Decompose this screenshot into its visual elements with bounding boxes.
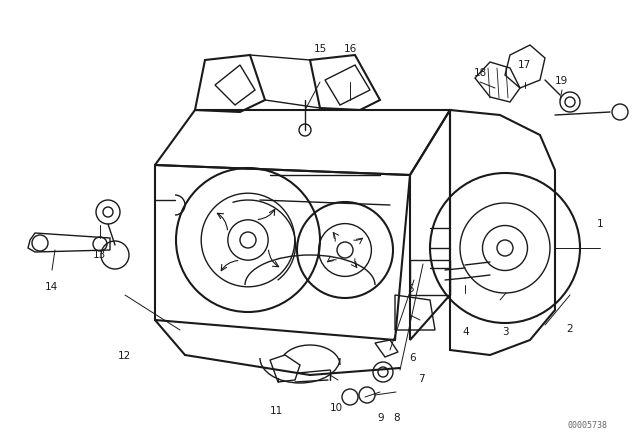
Text: 10: 10 bbox=[330, 403, 342, 413]
Text: 7: 7 bbox=[418, 374, 424, 383]
Text: 15: 15 bbox=[314, 44, 326, 54]
Text: 6: 6 bbox=[410, 353, 416, 363]
Text: 8: 8 bbox=[394, 413, 400, 422]
Text: 11: 11 bbox=[270, 406, 283, 416]
Text: 5: 5 bbox=[408, 284, 414, 294]
Text: 16: 16 bbox=[344, 44, 357, 54]
Text: 3: 3 bbox=[502, 327, 509, 336]
Text: 14: 14 bbox=[45, 282, 58, 292]
Text: 18: 18 bbox=[474, 69, 486, 78]
Text: 9: 9 bbox=[378, 413, 384, 422]
Text: 4: 4 bbox=[462, 327, 468, 336]
Text: 12: 12 bbox=[118, 351, 131, 361]
Text: 13: 13 bbox=[93, 250, 106, 260]
Text: 00005738: 00005738 bbox=[568, 421, 608, 430]
Text: 17: 17 bbox=[518, 60, 531, 70]
Text: 1: 1 bbox=[597, 219, 604, 229]
Text: 19: 19 bbox=[556, 76, 568, 86]
Text: 2: 2 bbox=[566, 324, 573, 334]
